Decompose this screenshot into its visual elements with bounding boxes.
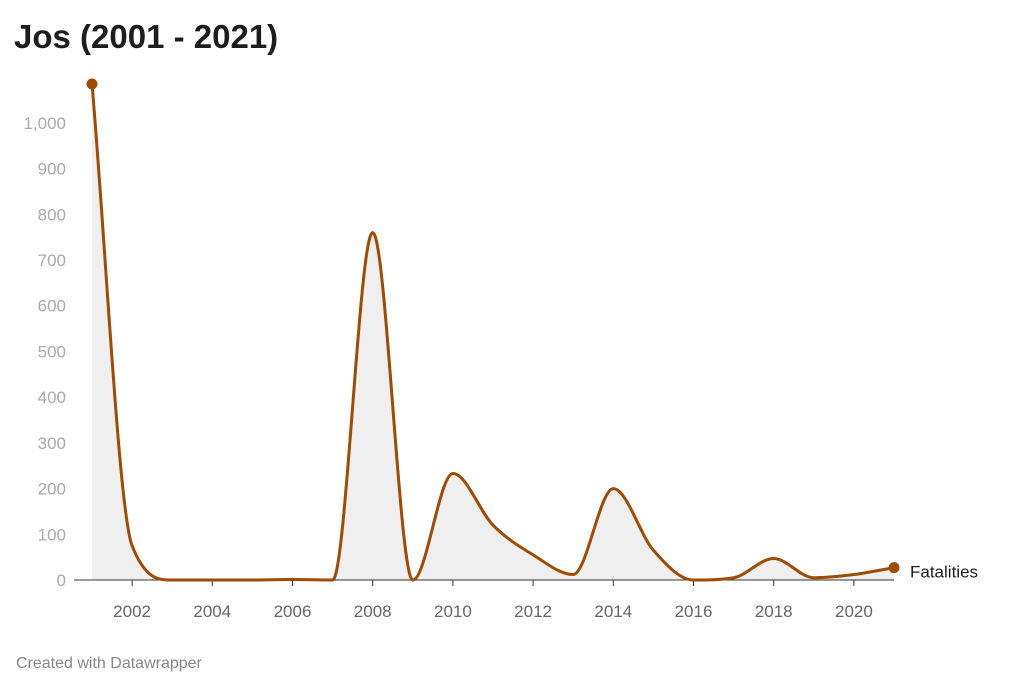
area-fill [92,84,894,580]
y-axis: 0 100 200 300 400 500 600 700 800 900 1,000 [23,114,66,590]
data-point [888,562,900,574]
y-tick-label: 500 [38,342,66,361]
y-tick-label: 0 [57,571,66,590]
x-tick-label: 2006 [274,602,312,621]
x-tick-label: 2002 [113,602,151,621]
x-tick-label: 2014 [594,602,632,621]
y-tick-label: 900 [38,160,66,179]
data-point [86,78,98,90]
x-tick-label: 2004 [193,602,231,621]
y-tick-label: 100 [38,525,66,544]
chart-title: Jos (2001 - 2021) [14,18,279,55]
x-tick-label: 2010 [434,602,472,621]
x-tick-label: 2020 [835,602,873,621]
series-endpoints [86,78,900,574]
y-tick-label: 800 [38,205,66,224]
x-tick-label: 2016 [675,602,713,621]
footer-credit: Created with Datawrapper [16,655,202,672]
x-tick-label: 2018 [755,602,793,621]
x-tick-label: 2012 [514,602,552,621]
series-label: Fatalities [910,563,978,582]
y-tick-label: 400 [38,388,66,407]
y-tick-label: 300 [38,434,66,453]
x-tick-label: 2008 [354,602,392,621]
y-tick-label: 1,000 [23,114,66,133]
y-tick-label: 600 [38,297,66,316]
y-tick-label: 200 [38,480,66,499]
y-tick-label: 700 [38,251,66,270]
x-axis: 2002 2004 2006 2008 2010 2012 2014 2016 2018 2020 [113,580,873,621]
series-line [90,83,895,582]
